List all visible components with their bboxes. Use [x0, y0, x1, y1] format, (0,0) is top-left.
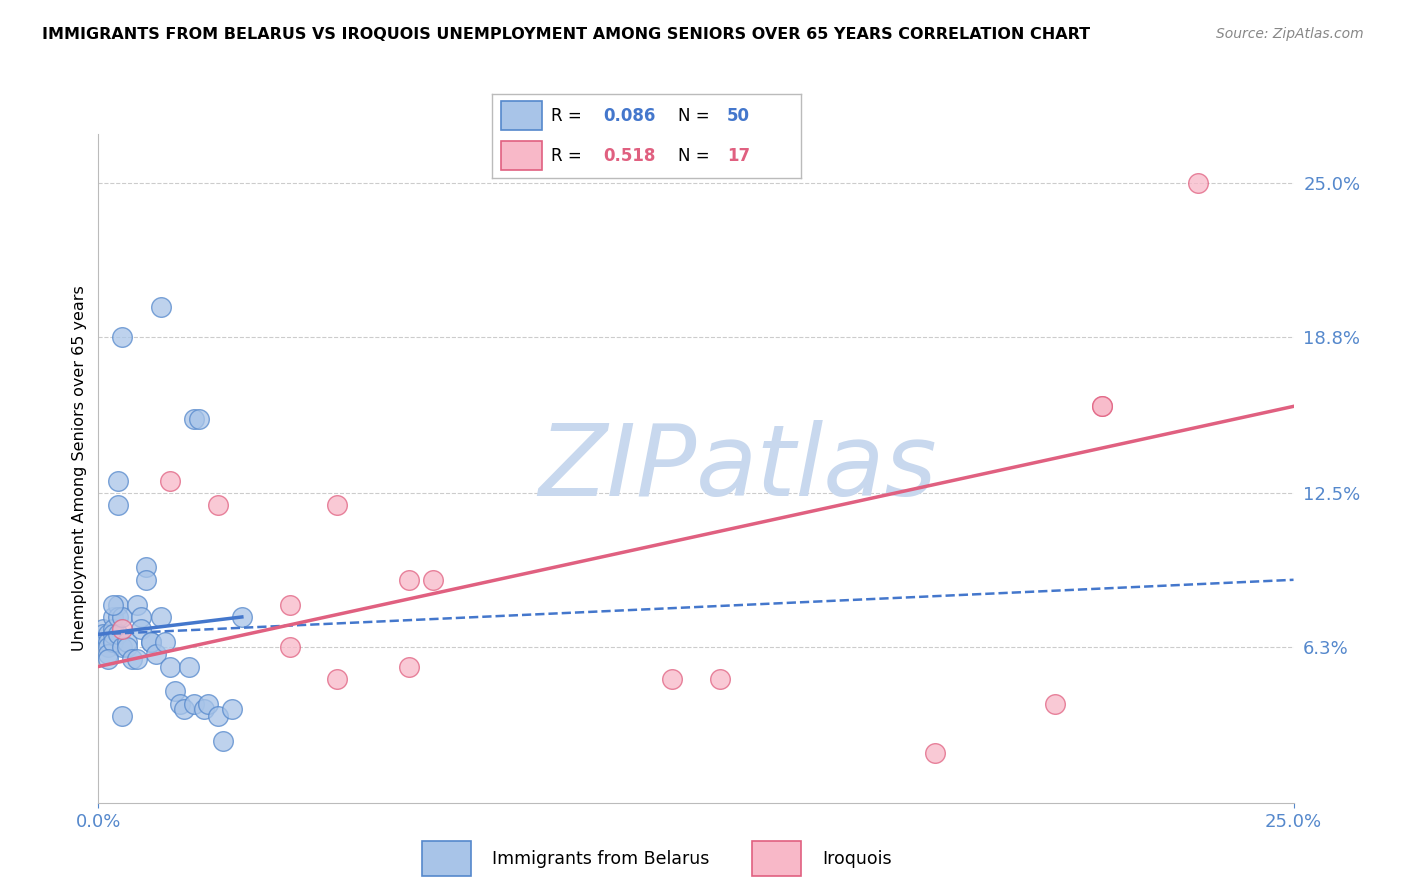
Point: [326, 672, 349, 686]
Point: [149, 300, 172, 314]
Point: [211, 734, 233, 748]
Point: [97, 640, 120, 654]
Point: [131, 623, 153, 637]
Point: [101, 634, 124, 648]
Point: [159, 659, 181, 673]
Point: [924, 746, 946, 760]
Text: R =: R =: [551, 146, 586, 164]
Point: [115, 634, 138, 648]
Point: [207, 499, 229, 513]
Point: [661, 672, 683, 686]
Point: [278, 598, 301, 612]
Point: [139, 634, 162, 648]
Point: [155, 634, 177, 648]
Point: [107, 627, 129, 641]
Point: [1187, 177, 1209, 191]
Point: [91, 623, 114, 637]
Text: Source: ZipAtlas.com: Source: ZipAtlas.com: [1216, 27, 1364, 41]
Text: N =: N =: [678, 107, 714, 125]
Point: [278, 640, 301, 654]
Point: [107, 499, 129, 513]
Point: [101, 623, 124, 637]
Point: [139, 634, 162, 648]
Text: 17: 17: [727, 146, 751, 164]
Text: 0.086: 0.086: [603, 107, 655, 125]
Point: [111, 623, 134, 637]
Point: [179, 659, 201, 673]
Point: [91, 627, 114, 641]
Point: [193, 701, 215, 715]
Text: Iroquois: Iroquois: [823, 849, 893, 868]
Point: [101, 598, 124, 612]
Point: [111, 330, 134, 344]
Text: 0.518: 0.518: [603, 146, 655, 164]
Point: [149, 610, 172, 624]
Point: [187, 411, 209, 425]
Text: atlas: atlas: [696, 420, 938, 516]
Point: [125, 652, 148, 666]
Text: R =: R =: [551, 107, 586, 125]
Point: [111, 640, 134, 654]
Point: [173, 701, 195, 715]
Point: [1043, 697, 1066, 711]
Point: [169, 697, 191, 711]
Point: [125, 598, 148, 612]
Point: [115, 640, 138, 654]
Text: ZIP: ZIP: [537, 420, 696, 516]
Point: [135, 573, 157, 587]
Point: [1091, 400, 1114, 414]
Point: [221, 701, 243, 715]
Point: [398, 659, 420, 673]
Point: [398, 573, 420, 587]
Point: [207, 709, 229, 723]
Point: [101, 610, 124, 624]
Point: [97, 627, 120, 641]
Text: N =: N =: [678, 146, 714, 164]
Point: [163, 684, 186, 698]
Point: [145, 647, 167, 661]
Point: [97, 652, 120, 666]
Bar: [502, 102, 541, 130]
Bar: [422, 841, 471, 876]
Point: [709, 672, 731, 686]
Point: [121, 652, 143, 666]
Point: [111, 610, 134, 624]
Point: [183, 411, 205, 425]
Point: [131, 610, 153, 624]
Point: [107, 598, 129, 612]
Point: [159, 474, 181, 488]
Point: [1091, 400, 1114, 414]
Y-axis label: Unemployment Among Seniors over 65 years: Unemployment Among Seniors over 65 years: [72, 285, 87, 651]
Point: [111, 709, 134, 723]
Point: [107, 474, 129, 488]
Bar: [752, 841, 801, 876]
Point: [101, 627, 124, 641]
Point: [197, 697, 219, 711]
Text: IMMIGRANTS FROM BELARUS VS IROQUOIS UNEMPLOYMENT AMONG SENIORS OVER 65 YEARS COR: IMMIGRANTS FROM BELARUS VS IROQUOIS UNEM…: [42, 27, 1090, 42]
Point: [422, 573, 444, 587]
Point: [97, 634, 120, 648]
Point: [107, 610, 129, 624]
Bar: [502, 141, 541, 169]
Point: [231, 610, 253, 624]
Point: [135, 560, 157, 574]
Text: 50: 50: [727, 107, 751, 125]
Point: [183, 697, 205, 711]
Point: [326, 499, 349, 513]
Text: Immigrants from Belarus: Immigrants from Belarus: [492, 849, 710, 868]
Point: [97, 647, 120, 661]
